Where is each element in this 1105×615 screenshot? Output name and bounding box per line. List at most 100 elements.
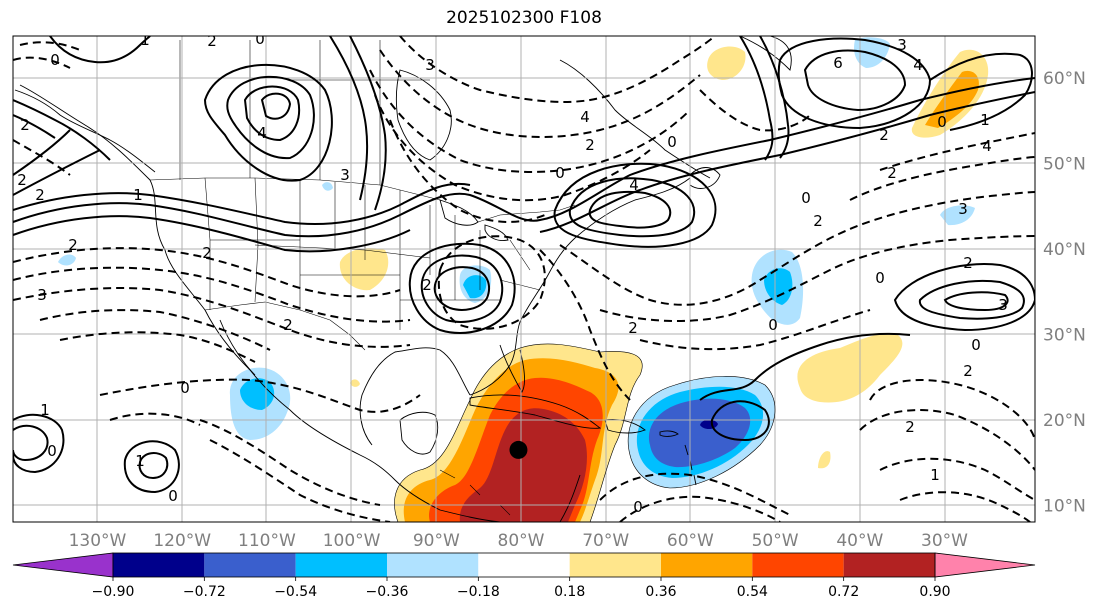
lat-label-60: 60°N: [1043, 69, 1086, 89]
coastlines: [14, 36, 792, 522]
contour-label: 2: [283, 316, 293, 334]
contour-low-gulf-mid: [420, 254, 504, 323]
colorbar-label: −0.72: [183, 584, 226, 600]
north-negative-2: [940, 205, 975, 226]
colorbar-extend-max: [934, 552, 1036, 578]
contour-label: 0: [255, 30, 265, 48]
contour-label: 1: [930, 466, 940, 484]
contour-east-high: [893, 263, 1035, 332]
colorbar-box: [569, 553, 661, 577]
lon-label-50: 50°W: [752, 531, 799, 551]
contour-central-atlantic-2: [559, 191, 1035, 306]
contour-label: 1: [135, 452, 145, 470]
colorbar-label: −0.90: [92, 584, 135, 600]
lon-label-110: 110°W: [238, 531, 296, 551]
gulf-of-california: [219, 319, 256, 376]
canada-provinces: [179, 40, 430, 185]
contour-label: 3: [998, 296, 1008, 314]
contour-central-atlantic-3: [599, 235, 1035, 323]
contour-south-2: [13, 266, 411, 323]
contour-low-ne-mid: [568, 177, 695, 238]
contour-label: 2: [879, 126, 889, 144]
contour-low-gulf-outer: [408, 242, 516, 334]
contour-ridge-west-2: [226, 75, 315, 160]
west-negative-small: [58, 254, 76, 266]
contour-trough-east-loop: [710, 400, 770, 442]
colorbar-box: [295, 553, 387, 577]
contour-high-west-2: [13, 424, 49, 462]
contour-west-solid-1: [13, 99, 111, 161]
contour-label: 3: [37, 286, 47, 304]
lon-label-100: 100°W: [323, 531, 381, 551]
contour-central-atlantic-4: [639, 309, 871, 351]
contour-label: 2: [963, 254, 973, 272]
contour-tropical-west-2: [209, 439, 391, 522]
contour-east-high-3: [943, 291, 1009, 312]
contour-wave-5: [13, 215, 411, 253]
contour-ridge-atl-2: [759, 36, 790, 159]
contour-label: 0: [180, 379, 190, 397]
contour-label: 1: [980, 111, 990, 129]
contour-west-dash: [13, 41, 81, 69]
colorbar-box: [661, 553, 753, 577]
contour-east-low-4: [899, 491, 1031, 522]
contour-label: 2: [422, 276, 432, 294]
contour-south-4: [39, 309, 271, 351]
yucatan: [399, 411, 439, 455]
contour-label: 2: [628, 319, 638, 337]
contour-label: 1: [40, 401, 50, 419]
contour-south-5: [59, 331, 256, 363]
colorbar-label: −0.36: [366, 584, 409, 600]
colorbar-outline: [112, 552, 936, 578]
greenland-south: [739, 36, 792, 71]
shade-outlines: [394, 343, 776, 522]
colorbar-label: 0.36: [645, 584, 676, 600]
colorbar-box: [752, 553, 844, 577]
contour-label: 0: [801, 189, 811, 207]
contour-ridge-central-2: [349, 36, 387, 211]
state-lines: [204, 177, 541, 330]
lon-label-30: 30°W: [921, 531, 968, 551]
lon-label-40: 40°W: [836, 531, 883, 551]
contour-label: 0: [768, 316, 778, 334]
contour-wave-2: [13, 182, 471, 225]
contour-label: 2: [813, 212, 823, 230]
atlantic-positive-east: [797, 333, 903, 403]
contour-label: 0: [667, 133, 677, 151]
contour-label: 2: [68, 236, 78, 254]
contour-label: 0: [875, 269, 885, 287]
contour-label: 2: [35, 186, 45, 204]
contour-label: 1: [133, 186, 143, 204]
storm-center-marker: [509, 440, 528, 459]
contour-label: 3: [425, 56, 435, 74]
lon-label-120: 120°W: [153, 531, 211, 551]
contour-label: 2: [17, 171, 27, 189]
lat-label-30: 30°N: [1043, 326, 1086, 346]
colorbar-box: [843, 553, 935, 577]
north-negative-3: [322, 182, 333, 191]
north-america-pacific-coast: [19, 84, 501, 522]
colorbar-label: 0.90: [919, 584, 950, 600]
cuba: [469, 394, 602, 429]
contour-label: 6: [833, 54, 843, 72]
lon-label-60: 60°W: [667, 531, 714, 551]
shaded-field-negative: [58, 37, 975, 488]
lat-label-10: 10°N: [1043, 497, 1086, 517]
colorbar-label: 0.72: [828, 584, 859, 600]
contour-central-atlantic-1: [539, 249, 631, 401]
map-title: 2025102300 F108: [446, 8, 602, 28]
contour-wave-3: [539, 91, 1035, 233]
contour-tropical-2: [619, 495, 781, 522]
contour-label: 3: [340, 166, 350, 184]
contour-label: 0: [937, 113, 947, 131]
contour-label: 0: [47, 442, 57, 460]
contour-label: 2: [20, 116, 30, 134]
contour-trough-north-1: [399, 36, 716, 103]
gridlines: [13, 36, 1035, 522]
contour-label: 0: [555, 164, 565, 182]
colorbar: −0.90 −0.72 −0.54 −0.36 −0.18 0.18 0.36 0.54 0.7…: [12, 552, 1036, 600]
contour-ridge-west-1: [203, 64, 333, 182]
contour-low-gulf-inner: [433, 266, 491, 311]
contour-wave-1: [13, 77, 1035, 238]
